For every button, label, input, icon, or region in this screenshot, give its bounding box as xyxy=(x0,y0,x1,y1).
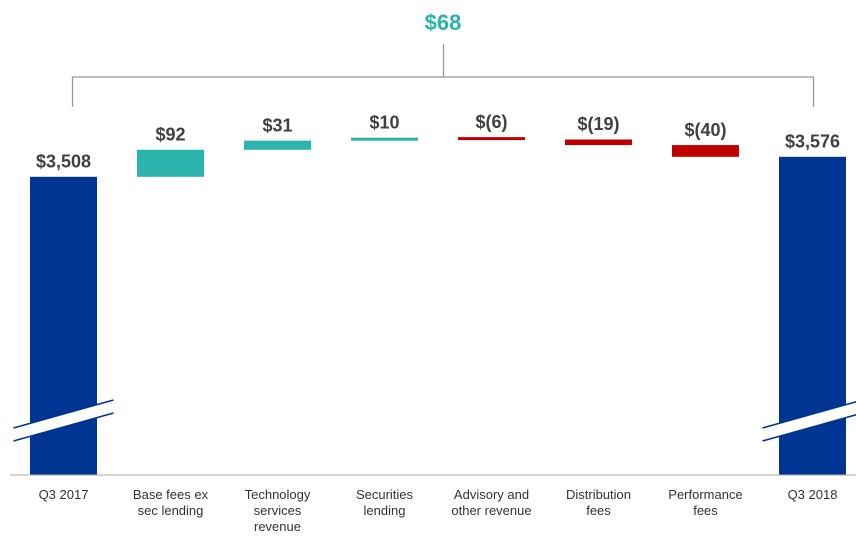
x-tick-label: Securities lending xyxy=(355,487,414,518)
bar xyxy=(672,145,739,157)
axis-break xyxy=(13,400,114,441)
x-tick-label: Distribution fees xyxy=(565,487,632,518)
value-label: $(40) xyxy=(684,120,726,140)
value-label: $3,576 xyxy=(785,132,840,152)
value-label: $(19) xyxy=(577,114,619,134)
bar xyxy=(351,137,418,141)
x-tick-label: Advisory and other revenue xyxy=(451,487,532,518)
axis-break-line xyxy=(762,401,856,429)
bar xyxy=(137,149,204,177)
value-label: $31 xyxy=(262,115,292,135)
axis-break-line xyxy=(13,412,114,442)
x-tick-label: Technology services revenue xyxy=(244,487,311,534)
bar xyxy=(244,140,311,150)
axis-break xyxy=(762,401,856,441)
value-label: $(6) xyxy=(475,112,507,132)
total-change-annotation: $68 xyxy=(425,10,462,35)
x-tick-label: Q3 2017 xyxy=(38,487,89,502)
x-tick-label: Performance fees xyxy=(668,487,743,518)
bar xyxy=(458,137,525,141)
x-tick-label: Base fees ex sec lending xyxy=(132,487,209,518)
value-label: $92 xyxy=(155,125,185,145)
bracket xyxy=(71,76,815,107)
axis-break-line xyxy=(13,399,114,429)
value-label: $3,508 xyxy=(36,152,91,172)
value-label: $10 xyxy=(369,112,399,132)
axis-break-line xyxy=(762,414,856,442)
bar xyxy=(565,139,632,146)
x-tick-label: Q3 2018 xyxy=(787,487,838,502)
